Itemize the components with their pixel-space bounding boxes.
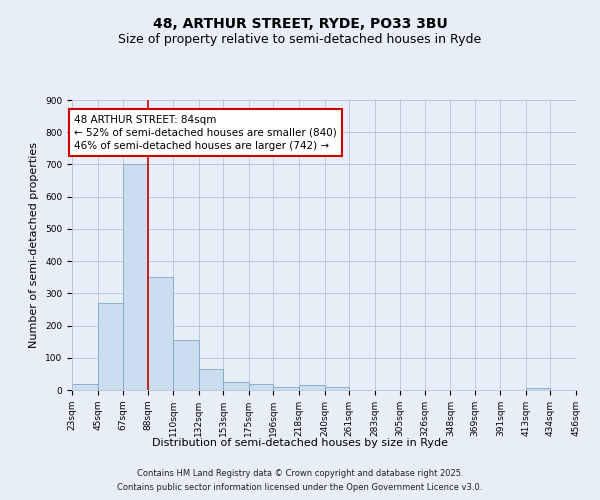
Bar: [223, 382, 249, 390]
Text: Contains HM Land Registry data © Crown copyright and database right 2025.: Contains HM Land Registry data © Crown c…: [137, 468, 463, 477]
Bar: [199, 369, 223, 390]
Text: Size of property relative to semi-detached houses in Ryde: Size of property relative to semi-detach…: [118, 32, 482, 46]
Bar: [72, 384, 98, 390]
Y-axis label: Number of semi-detached properties: Number of semi-detached properties: [29, 142, 40, 348]
Text: 48, ARTHUR STREET, RYDE, PO33 3BU: 48, ARTHUR STREET, RYDE, PO33 3BU: [152, 18, 448, 32]
Text: 48 ARTHUR STREET: 84sqm
← 52% of semi-detached houses are smaller (840)
46% of s: 48 ARTHUR STREET: 84sqm ← 52% of semi-de…: [74, 114, 337, 151]
Bar: [325, 388, 349, 390]
Bar: [299, 385, 325, 390]
Bar: [123, 164, 148, 390]
Text: Contains public sector information licensed under the Open Government Licence v3: Contains public sector information licen…: [118, 484, 482, 492]
Bar: [173, 340, 199, 390]
Text: Distribution of semi-detached houses by size in Ryde: Distribution of semi-detached houses by …: [152, 438, 448, 448]
Bar: [249, 384, 274, 390]
Bar: [98, 303, 123, 390]
Bar: [148, 277, 173, 390]
Bar: [274, 387, 299, 390]
Bar: [526, 388, 550, 390]
